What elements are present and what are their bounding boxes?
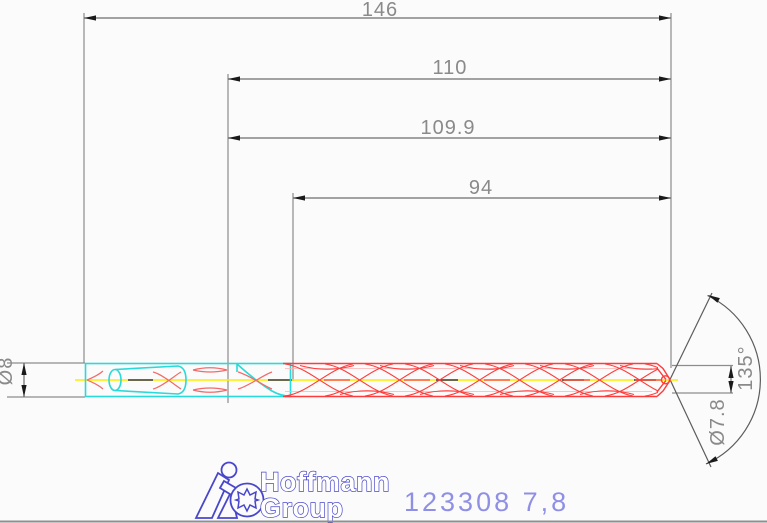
angle-ray-bottom (669, 379, 712, 468)
angle-ray-top (669, 292, 713, 380)
logo-figure-body (194, 471, 231, 519)
shank-clamping-flat (114, 365, 187, 395)
extension-lines (7, 13, 733, 403)
brand-text-group: Hoffmann Group (259, 466, 390, 523)
label-flute-length: 94 (469, 177, 493, 199)
logo-gear-star (233, 487, 261, 513)
drill-tip (656, 362, 671, 398)
angle-dimension (669, 292, 761, 468)
hidden-flute-lines (86, 367, 273, 393)
brand-line2: Group (260, 493, 344, 523)
label-body-length-alt: 109.9 (420, 117, 475, 139)
hoffmann-logo-icon (194, 461, 265, 519)
label-tip-diameter: Ø7.8 (707, 398, 729, 445)
label-point-angle: 135° (735, 345, 757, 390)
label-body-length: 110 (433, 57, 468, 79)
dimension-lines (23, 17, 732, 397)
shank-outline (84, 362, 292, 398)
arrowheads (21, 15, 734, 464)
drill-flutes (283, 362, 671, 398)
logo-figure-head (220, 461, 238, 479)
dimension-labels: 146 110 109.9 94 Ø8 Ø7.8 135° (0, 0, 757, 446)
label-overall-length: 146 (362, 0, 398, 21)
label-shank-diameter: Ø8 (0, 357, 17, 386)
part-number: 123308 7,8 (404, 487, 569, 517)
angle-arc (705, 294, 761, 465)
brand-line1: Hoffmann (260, 467, 390, 497)
